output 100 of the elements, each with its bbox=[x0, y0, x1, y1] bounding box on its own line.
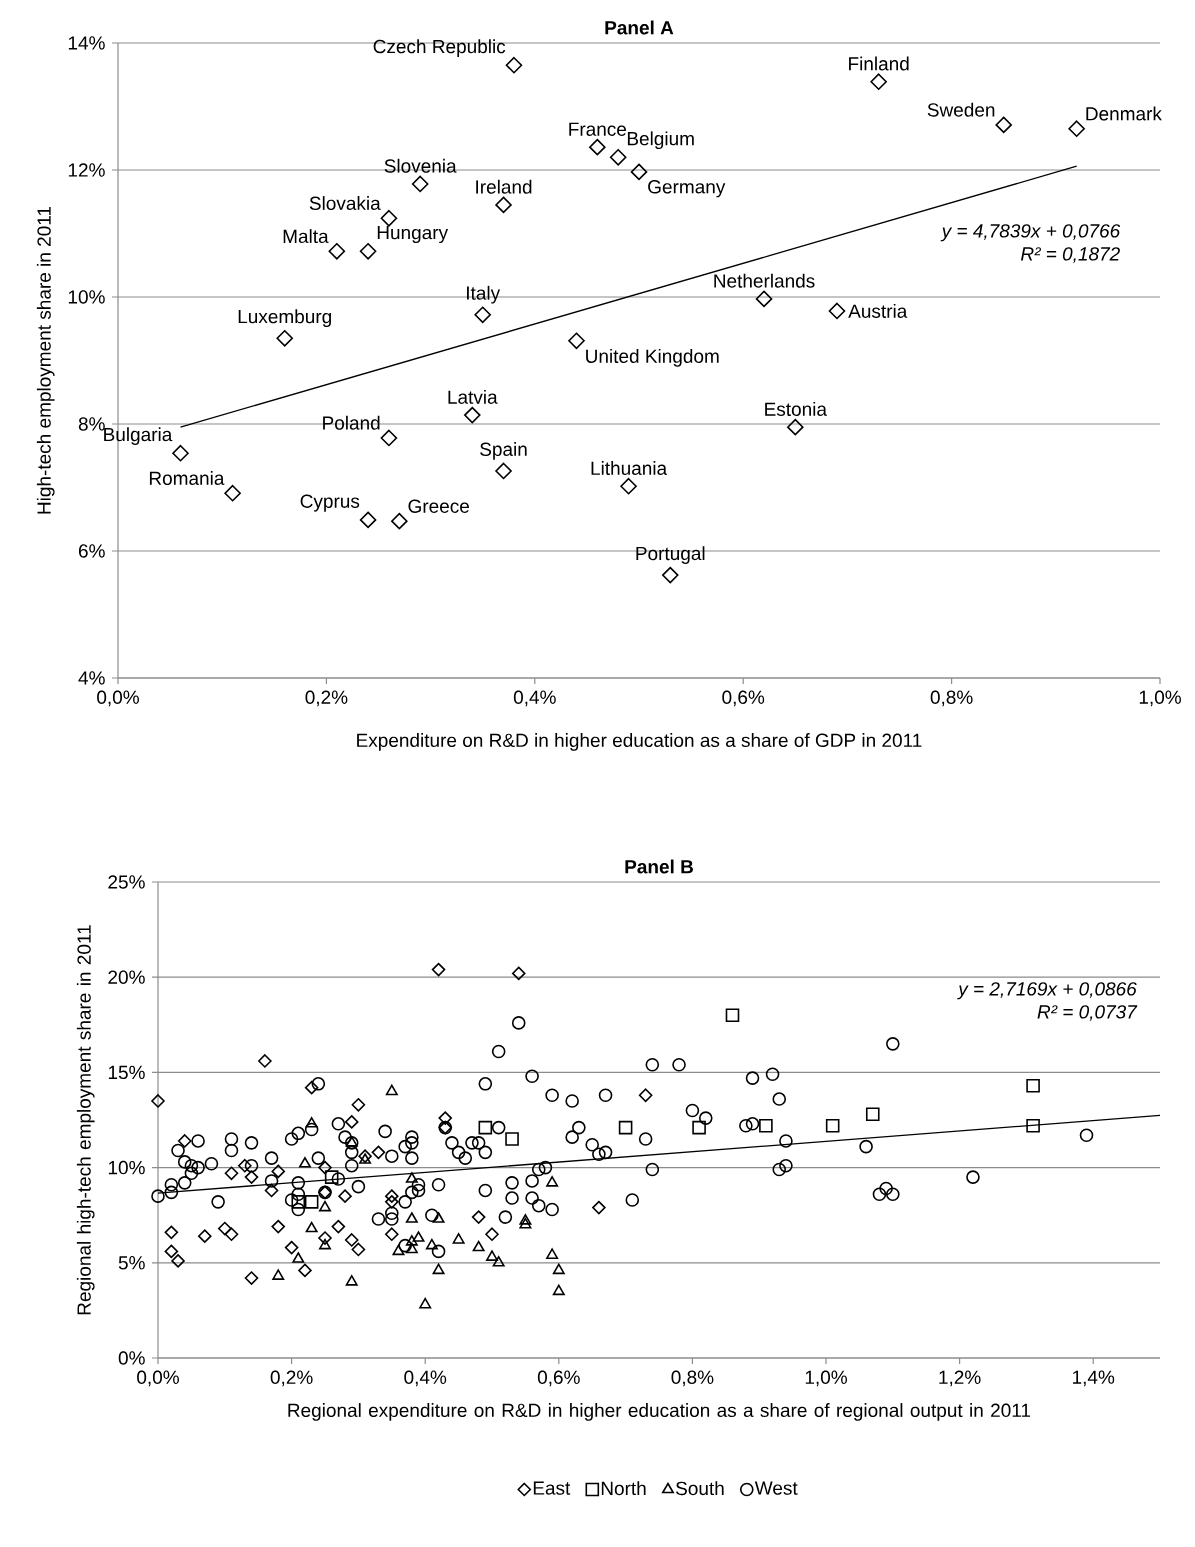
point bbox=[358, 1149, 372, 1163]
x-axis-title: Expenditure on R&D in higher education as a share of GDP in 2011 bbox=[357, 733, 922, 751]
point bbox=[344, 1115, 359, 1129]
point bbox=[405, 1212, 418, 1223]
point bbox=[431, 962, 446, 977]
point bbox=[391, 512, 408, 530]
point bbox=[505, 1132, 519, 1146]
x-tick-label: 0,4% bbox=[513, 690, 556, 707]
x-tick-label: 1,4% bbox=[1073, 1370, 1115, 1387]
x-tick-label: 0,8% bbox=[930, 690, 973, 707]
point bbox=[164, 1244, 179, 1259]
point bbox=[630, 163, 648, 181]
point bbox=[351, 1097, 366, 1112]
point bbox=[787, 418, 804, 436]
point bbox=[164, 1225, 179, 1240]
y-tick-label: 20% bbox=[108, 970, 145, 984]
point bbox=[224, 484, 241, 502]
point bbox=[609, 148, 627, 166]
point bbox=[419, 1297, 432, 1309]
chart-title: Panel A bbox=[605, 20, 674, 35]
annotation: Belgium bbox=[627, 131, 694, 150]
point bbox=[224, 1227, 239, 1242]
point bbox=[486, 1250, 498, 1261]
y-tick-label: 0% bbox=[118, 1351, 145, 1365]
point bbox=[505, 56, 523, 74]
point bbox=[519, 1214, 532, 1225]
point bbox=[344, 1233, 359, 1247]
annotation: Latvia bbox=[448, 389, 498, 404]
y-axis-title: Regional high-tech employment share in 2011 bbox=[76, 925, 95, 1315]
point bbox=[284, 1240, 299, 1255]
point bbox=[552, 1284, 565, 1296]
y-tick-label: 12% bbox=[68, 163, 105, 177]
point bbox=[870, 73, 887, 91]
point bbox=[224, 1166, 239, 1181]
annotation: Sweden bbox=[927, 102, 995, 117]
point bbox=[345, 1275, 358, 1286]
point bbox=[319, 1200, 331, 1212]
point bbox=[511, 966, 526, 981]
y-tick-label: 15% bbox=[108, 1065, 145, 1080]
point bbox=[171, 1254, 185, 1268]
point bbox=[519, 1217, 532, 1229]
x-tick-label: 0,8% bbox=[671, 1370, 714, 1387]
x-tick-label: 0,0% bbox=[137, 1370, 179, 1387]
point bbox=[495, 462, 512, 480]
x-axis-title: Regional expenditure on R&D in higher education as a share of regional output in 2011 bbox=[288, 1403, 1031, 1421]
point bbox=[638, 1088, 653, 1103]
point bbox=[1068, 120, 1085, 138]
point bbox=[177, 1134, 192, 1148]
y-tick-label: 10% bbox=[68, 290, 105, 304]
annotation: Slovenia bbox=[384, 158, 457, 173]
point bbox=[1026, 1118, 1040, 1133]
point bbox=[244, 1170, 259, 1184]
point bbox=[371, 1145, 386, 1160]
annotation: Czech Republic bbox=[373, 39, 506, 57]
legend-label: West bbox=[754, 1481, 798, 1495]
point bbox=[305, 1221, 318, 1233]
y-tick-label: 25% bbox=[108, 875, 145, 889]
legend-label: East bbox=[533, 1481, 571, 1495]
point bbox=[425, 1238, 438, 1250]
point bbox=[272, 1269, 285, 1280]
y-axis-title: High-tech employment share in 2011 bbox=[36, 206, 55, 514]
annotation: Poland bbox=[323, 415, 380, 430]
point bbox=[319, 1238, 331, 1250]
x-tick-label: 1,0% bbox=[1139, 690, 1181, 707]
point bbox=[495, 196, 512, 214]
y-tick-label: 14% bbox=[68, 36, 105, 50]
point bbox=[865, 1107, 880, 1122]
annotation: Portugal bbox=[636, 546, 705, 564]
point bbox=[385, 1189, 399, 1203]
annotation: Austria bbox=[848, 303, 908, 318]
point bbox=[405, 1172, 418, 1183]
point bbox=[474, 306, 491, 324]
annotation: Greece bbox=[408, 499, 469, 513]
annotation: Finland bbox=[849, 56, 909, 71]
point bbox=[412, 1231, 425, 1242]
annotation: y = 2,7169x + 0,0866 bbox=[957, 982, 1137, 1000]
x-tick-label: 0,0% bbox=[97, 690, 139, 707]
annotation: Lithuania bbox=[591, 461, 668, 476]
point bbox=[411, 175, 429, 193]
point bbox=[172, 444, 189, 462]
point bbox=[589, 138, 606, 156]
legend-label: North bbox=[601, 1481, 646, 1496]
point bbox=[692, 1120, 706, 1135]
point bbox=[552, 1263, 565, 1275]
point bbox=[546, 1248, 559, 1259]
annotation: Spain bbox=[480, 442, 527, 460]
annotation: Ireland bbox=[476, 179, 532, 194]
annotation: France bbox=[569, 122, 627, 136]
point bbox=[359, 242, 377, 260]
point bbox=[244, 1271, 259, 1285]
annotation: Denmark bbox=[1086, 106, 1162, 121]
point bbox=[292, 1252, 305, 1263]
legend-label: South bbox=[676, 1481, 724, 1496]
annotation: Germany bbox=[648, 180, 726, 198]
annotation: y = 4,7839x + 0,0766 bbox=[940, 224, 1121, 242]
point bbox=[298, 1156, 311, 1168]
point bbox=[351, 1242, 366, 1257]
point bbox=[359, 1153, 372, 1164]
point bbox=[472, 1240, 485, 1252]
point bbox=[271, 1219, 286, 1234]
